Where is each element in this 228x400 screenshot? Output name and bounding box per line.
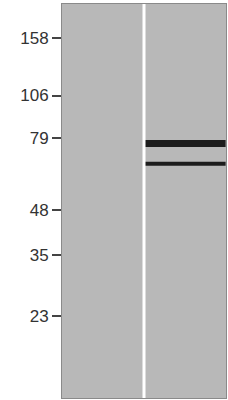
svg-text:35: 35: [30, 246, 49, 265]
svg-text:79: 79: [30, 129, 49, 148]
svg-text:23: 23: [30, 307, 49, 326]
svg-text:158: 158: [20, 29, 48, 48]
svg-text:48: 48: [30, 201, 49, 220]
svg-text:106: 106: [20, 86, 48, 105]
